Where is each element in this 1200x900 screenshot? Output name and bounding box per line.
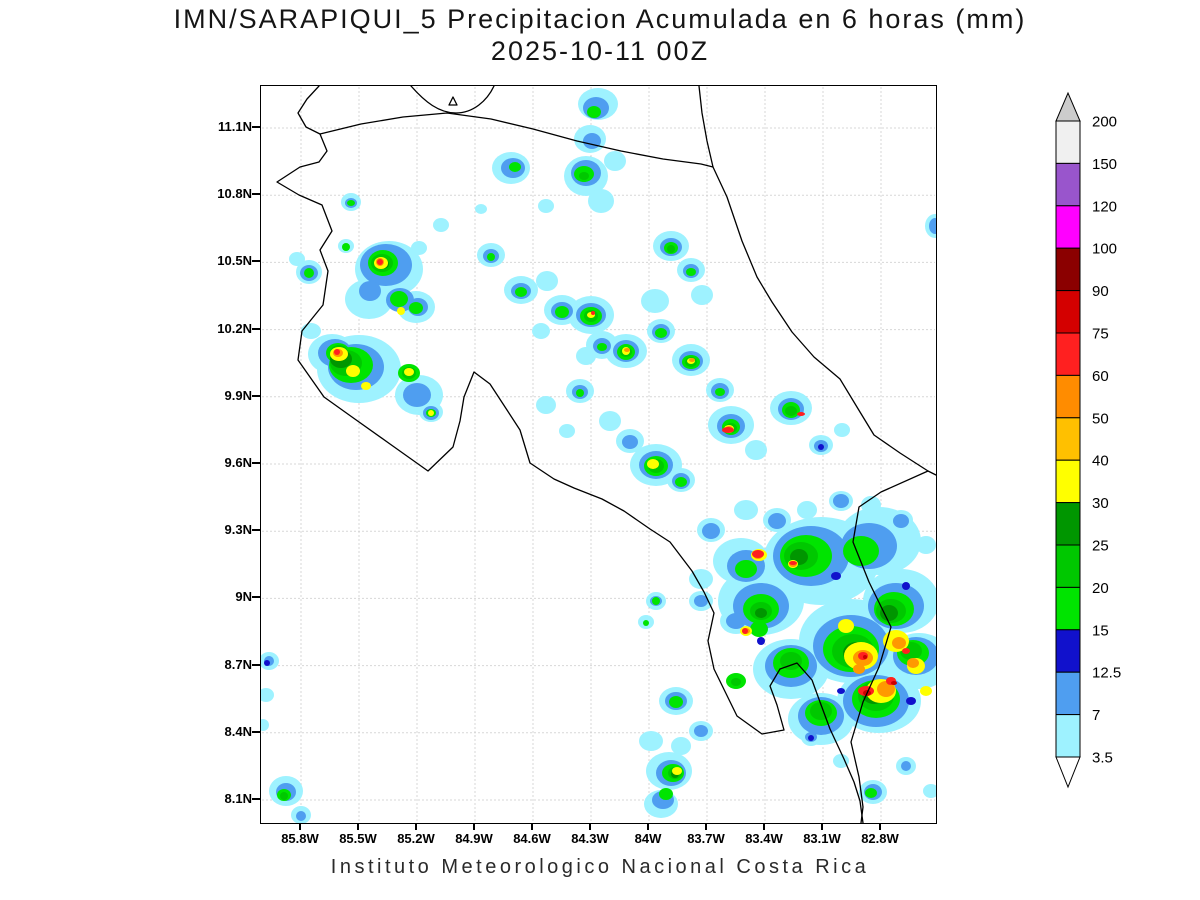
lat-tick-label: 9.3N — [224, 522, 252, 538]
lat-tick-mark — [252, 394, 260, 397]
lat-tick-label: 10.2N — [217, 320, 252, 336]
colorbar-band — [1055, 417, 1081, 461]
colorbar-band — [1055, 459, 1081, 504]
colorbar-band — [1055, 671, 1081, 716]
lat-tick-label: 9.6N — [224, 455, 252, 470]
colorbar-band — [1055, 544, 1081, 588]
colorbar-band — [1055, 247, 1081, 292]
lat-tick-label: 9N — [235, 589, 252, 605]
colorbar-level-label: 100 — [1092, 241, 1117, 258]
map-panel — [260, 85, 937, 824]
lon-tick-mark — [647, 823, 649, 830]
colorbar-band — [1055, 162, 1081, 207]
colorbar-level-label: 3.5 — [1092, 750, 1113, 767]
colorbar-band — [1055, 120, 1081, 164]
plot-valid-time: 2025-10-11 00Z — [490, 36, 710, 66]
lon-tick-mark — [705, 823, 707, 830]
colorbar-level-label: 60 — [1092, 368, 1109, 385]
lat-tick-mark — [252, 663, 260, 666]
lon-tick-label: 84.6W — [513, 831, 551, 846]
colorbar-band — [1055, 290, 1081, 334]
colorbar-level-label: 7 — [1092, 707, 1100, 724]
lat-tick-mark — [252, 462, 260, 464]
lat-tick-mark — [252, 260, 260, 263]
lat-tick-mark — [252, 126, 260, 128]
colorbar-level-label: 30 — [1092, 495, 1109, 512]
lat-tick-mark — [252, 193, 260, 196]
colorbar-band — [1055, 374, 1081, 419]
lon-tick-mark — [357, 823, 359, 830]
colorbar-level-label: 12.5 — [1092, 665, 1121, 682]
lon-tick-label: 83.7W — [687, 831, 725, 846]
lat-tick-mark — [252, 529, 260, 532]
colorbar-band — [1055, 629, 1081, 673]
colorbar-level-label: 50 — [1092, 410, 1109, 427]
lon-tick-label: 84.3W — [571, 831, 609, 846]
lon-tick-label: 84W — [634, 831, 662, 846]
colorbar-level-label: 25 — [1092, 538, 1109, 555]
lat-tick-label: 8.4N — [224, 723, 252, 739]
colorbar-top-arrow — [1055, 91, 1081, 122]
precipitation-field — [261, 88, 936, 823]
grid-lines — [262, 87, 935, 822]
lon-tick-mark — [299, 823, 301, 830]
lat-tick-label: 10.5N — [217, 253, 252, 269]
lon-tick-label: 85.8W — [281, 831, 319, 846]
lon-tick-mark — [879, 823, 881, 830]
lat-tick-label: 8.7N — [224, 656, 252, 672]
colorbar-band — [1055, 502, 1081, 546]
lon-tick-mark — [473, 823, 475, 830]
coastline — [276, 86, 936, 823]
lon-tick-label: 83.4W — [745, 831, 783, 846]
lat-tick-mark — [252, 327, 260, 330]
lon-tick-label: 82.8W — [861, 831, 899, 846]
lon-tick-mark — [531, 823, 533, 830]
colorbar-level-label: 40 — [1092, 453, 1109, 470]
footer-institution: Instituto Meteorologico Nacional Costa R… — [330, 856, 870, 878]
lat-tick-label: 10.8N — [217, 186, 252, 202]
lat-tick-mark — [252, 596, 260, 599]
colorbar-level-label: 75 — [1092, 326, 1109, 343]
colorbar-band — [1055, 714, 1081, 758]
lon-tick-label: 85.2W — [397, 831, 435, 846]
precipitation-map-canvas — [261, 86, 936, 823]
lat-tick-mark — [252, 798, 260, 800]
colorbar-level-label: 200 — [1092, 114, 1117, 131]
lat-tick-label: 8.1N — [224, 791, 252, 806]
lat-tick-label: 11.1N — [218, 119, 252, 134]
lon-tick-label: 84.9W — [455, 831, 493, 846]
plot-title: IMN/SARAPIQUI_5 Precipitacion Acumulada … — [173, 4, 1027, 34]
colorbar-band — [1055, 586, 1081, 631]
colorbar-level-label: 15 — [1092, 622, 1109, 639]
colorbar-band — [1055, 332, 1081, 376]
colorbar-level-label: 150 — [1092, 156, 1117, 173]
lon-tick-mark — [821, 823, 823, 830]
colorbar-band — [1055, 205, 1081, 249]
lat-tick-label: 9.9N — [224, 387, 252, 403]
lon-tick-mark — [763, 823, 765, 830]
lon-tick-label: 83.1W — [803, 831, 841, 846]
lon-tick-mark — [415, 823, 417, 830]
lon-tick-mark — [589, 823, 591, 830]
colorbar-bottom-arrow — [1055, 756, 1081, 789]
colorbar-level-label: 20 — [1092, 580, 1109, 597]
lat-tick-mark — [252, 730, 260, 733]
colorbar-level-label: 90 — [1092, 283, 1109, 300]
colorbar: 200 150 120 100 90 75 60 50 40 30 25 20 15 12.5 7 3.5 — [1055, 91, 1121, 789]
lon-tick-label: 85.5W — [339, 831, 377, 846]
colorbar-level-label: 120 — [1092, 198, 1117, 215]
